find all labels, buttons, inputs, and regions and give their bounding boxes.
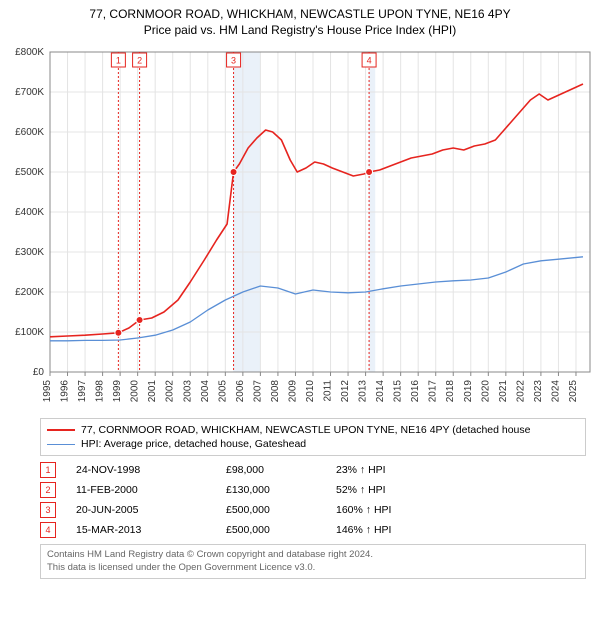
legend-item: 77, CORNMOOR ROAD, WHICKHAM, NEWCASTLE U…	[47, 423, 579, 437]
svg-text:£300K: £300K	[15, 247, 44, 258]
sales-row: 1 24-NOV-1998 £98,000 23% ↑ HPI	[40, 460, 586, 480]
svg-text:2004: 2004	[200, 380, 211, 403]
svg-text:2010: 2010	[305, 380, 316, 403]
svg-text:2018: 2018	[445, 380, 456, 403]
sale-date: 15-MAR-2013	[76, 524, 226, 536]
svg-text:£700K: £700K	[15, 87, 44, 98]
svg-text:2022: 2022	[515, 380, 526, 403]
svg-text:£200K: £200K	[15, 287, 44, 298]
svg-text:1999: 1999	[112, 380, 123, 403]
chart-title: 77, CORNMOOR ROAD, WHICKHAM, NEWCASTLE U…	[0, 0, 600, 42]
svg-text:2: 2	[137, 56, 142, 66]
svg-text:2016: 2016	[410, 380, 421, 403]
svg-text:2023: 2023	[533, 380, 544, 403]
attribution-footer: Contains HM Land Registry data © Crown c…	[40, 544, 586, 579]
title-line-2: Price paid vs. HM Land Registry's House …	[4, 22, 596, 38]
svg-text:2020: 2020	[480, 380, 491, 403]
svg-text:2015: 2015	[393, 380, 404, 403]
svg-text:£800K: £800K	[15, 47, 44, 58]
sales-table: 1 24-NOV-1998 £98,000 23% ↑ HPI 2 11-FEB…	[40, 460, 586, 540]
svg-text:2013: 2013	[358, 380, 369, 403]
svg-text:2019: 2019	[463, 380, 474, 403]
svg-text:2011: 2011	[323, 380, 334, 402]
svg-text:2014: 2014	[375, 380, 386, 403]
sales-row: 2 11-FEB-2000 £130,000 52% ↑ HPI	[40, 480, 586, 500]
sale-marker-icon: 1	[40, 462, 56, 478]
sale-marker-icon: 4	[40, 522, 56, 538]
svg-text:£600K: £600K	[15, 127, 44, 138]
svg-text:2021: 2021	[498, 380, 509, 403]
svg-text:1997: 1997	[77, 380, 88, 403]
svg-text:2008: 2008	[270, 380, 281, 403]
svg-text:2002: 2002	[165, 380, 176, 403]
sale-marker-icon: 3	[40, 502, 56, 518]
legend-label: HPI: Average price, detached house, Gate…	[81, 438, 306, 450]
legend-item: HPI: Average price, detached house, Gate…	[47, 437, 579, 451]
sale-date: 24-NOV-1998	[76, 464, 226, 476]
price-chart: £0 £100K £200K £300K £400K £500K £600K £700K £80…	[0, 42, 600, 412]
svg-text:3: 3	[231, 56, 236, 66]
svg-text:2006: 2006	[235, 380, 246, 403]
svg-text:£500K: £500K	[15, 167, 44, 178]
svg-text:2017: 2017	[428, 380, 439, 403]
svg-text:2003: 2003	[182, 380, 193, 403]
svg-text:£0: £0	[33, 367, 45, 378]
legend-label: 77, CORNMOOR ROAD, WHICKHAM, NEWCASTLE U…	[81, 424, 531, 436]
legend: 77, CORNMOOR ROAD, WHICKHAM, NEWCASTLE U…	[40, 418, 586, 456]
chart-svg: £0 £100K £200K £300K £400K £500K £600K £700K £80…	[0, 42, 600, 412]
svg-text:£400K: £400K	[15, 207, 44, 218]
svg-text:2012: 2012	[340, 380, 351, 403]
sale-date: 11-FEB-2000	[76, 484, 226, 496]
sale-pct: 52% ↑ HPI	[336, 484, 456, 496]
report-container: { "title": { "line1": "77, CORNMOOR ROAD…	[0, 0, 600, 579]
sale-pct: 23% ↑ HPI	[336, 464, 456, 476]
svg-text:2025: 2025	[568, 380, 579, 403]
svg-text:4: 4	[367, 56, 372, 66]
footer-line-2: This data is licensed under the Open Gov…	[47, 562, 579, 574]
sale-marker-icon: 2	[40, 482, 56, 498]
sale-date: 20-JUN-2005	[76, 504, 226, 516]
sale-price: £500,000	[226, 504, 336, 516]
sale-pct: 160% ↑ HPI	[336, 504, 456, 516]
sale-price: £130,000	[226, 484, 336, 496]
svg-text:2001: 2001	[147, 380, 158, 403]
svg-text:2005: 2005	[217, 380, 228, 403]
svg-text:2000: 2000	[130, 380, 141, 403]
title-line-1: 77, CORNMOOR ROAD, WHICKHAM, NEWCASTLE U…	[4, 6, 596, 22]
footer-line-1: Contains HM Land Registry data © Crown c…	[47, 549, 579, 561]
legend-swatch	[47, 444, 75, 445]
svg-text:1998: 1998	[95, 380, 106, 403]
sale-price: £98,000	[226, 464, 336, 476]
sale-price: £500,000	[226, 524, 336, 536]
svg-text:1995: 1995	[42, 380, 53, 403]
svg-text:£100K: £100K	[15, 327, 44, 338]
svg-text:1996: 1996	[60, 380, 71, 403]
legend-swatch	[47, 429, 75, 431]
svg-text:1: 1	[116, 56, 121, 66]
sales-row: 3 20-JUN-2005 £500,000 160% ↑ HPI	[40, 500, 586, 520]
sale-pct: 146% ↑ HPI	[336, 524, 456, 536]
svg-text:2024: 2024	[550, 380, 561, 403]
svg-text:2007: 2007	[252, 380, 263, 403]
svg-text:2009: 2009	[287, 380, 298, 403]
sales-row: 4 15-MAR-2013 £500,000 146% ↑ HPI	[40, 520, 586, 540]
